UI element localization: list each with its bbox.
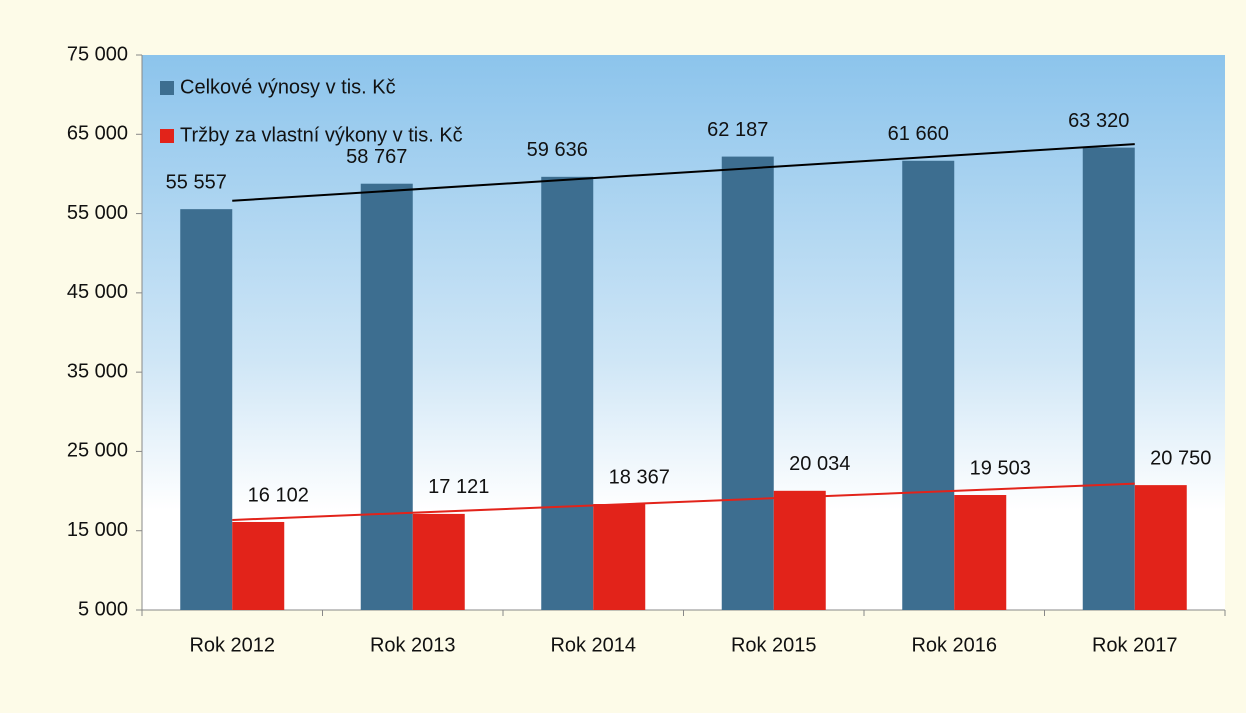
data-label: 17 121 bbox=[428, 476, 489, 498]
bar bbox=[954, 495, 1007, 610]
data-label: 58 767 bbox=[346, 146, 407, 168]
bar bbox=[232, 521, 285, 610]
bar bbox=[593, 504, 646, 610]
plot-area bbox=[142, 55, 1225, 610]
trendline bbox=[232, 482, 1135, 521]
y-tick-label: 15 000 bbox=[67, 519, 128, 541]
data-label: 62 187 bbox=[707, 119, 768, 141]
legend-label: Celkové výnosy v tis. Kč bbox=[180, 76, 396, 98]
y-tick-label: 55 000 bbox=[67, 202, 128, 224]
x-tick-label: Rok 2012 bbox=[189, 634, 275, 656]
bar bbox=[721, 156, 774, 610]
data-label: 18 367 bbox=[609, 466, 670, 488]
data-label: 55 557 bbox=[166, 171, 227, 193]
legend-swatch bbox=[160, 129, 174, 143]
bar bbox=[902, 160, 955, 610]
y-tick-label: 5 000 bbox=[78, 598, 128, 620]
data-label: 16 102 bbox=[248, 484, 309, 506]
x-tick-label: Rok 2013 bbox=[370, 634, 456, 656]
data-label: 63 320 bbox=[1068, 110, 1129, 132]
data-label: 19 503 bbox=[970, 457, 1031, 479]
data-label: 59 636 bbox=[527, 139, 588, 161]
bar bbox=[773, 490, 826, 610]
x-tick-label: Rok 2016 bbox=[911, 634, 997, 656]
data-label: 20 034 bbox=[789, 453, 850, 475]
data-label: 61 660 bbox=[888, 123, 949, 145]
trendline bbox=[232, 143, 1135, 202]
y-tick-label: 65 000 bbox=[67, 123, 128, 145]
bar bbox=[412, 513, 465, 610]
bar bbox=[541, 176, 594, 610]
legend-swatch bbox=[160, 81, 174, 95]
y-tick-label: 25 000 bbox=[67, 440, 128, 462]
x-tick-label: Rok 2014 bbox=[550, 634, 636, 656]
y-tick-label: 75 000 bbox=[67, 43, 128, 65]
x-tick-label: Rok 2015 bbox=[731, 634, 817, 656]
legend-label: Tržby za vlastní výkony v tis. Kč bbox=[180, 124, 463, 146]
x-tick-label: Rok 2017 bbox=[1092, 634, 1178, 656]
bar bbox=[360, 183, 413, 610]
data-label: 20 750 bbox=[1150, 447, 1211, 469]
bar bbox=[1082, 147, 1135, 610]
y-tick-label: 35 000 bbox=[67, 360, 128, 382]
y-tick-label: 45 000 bbox=[67, 281, 128, 303]
bar bbox=[1134, 485, 1187, 610]
bar bbox=[180, 209, 233, 610]
